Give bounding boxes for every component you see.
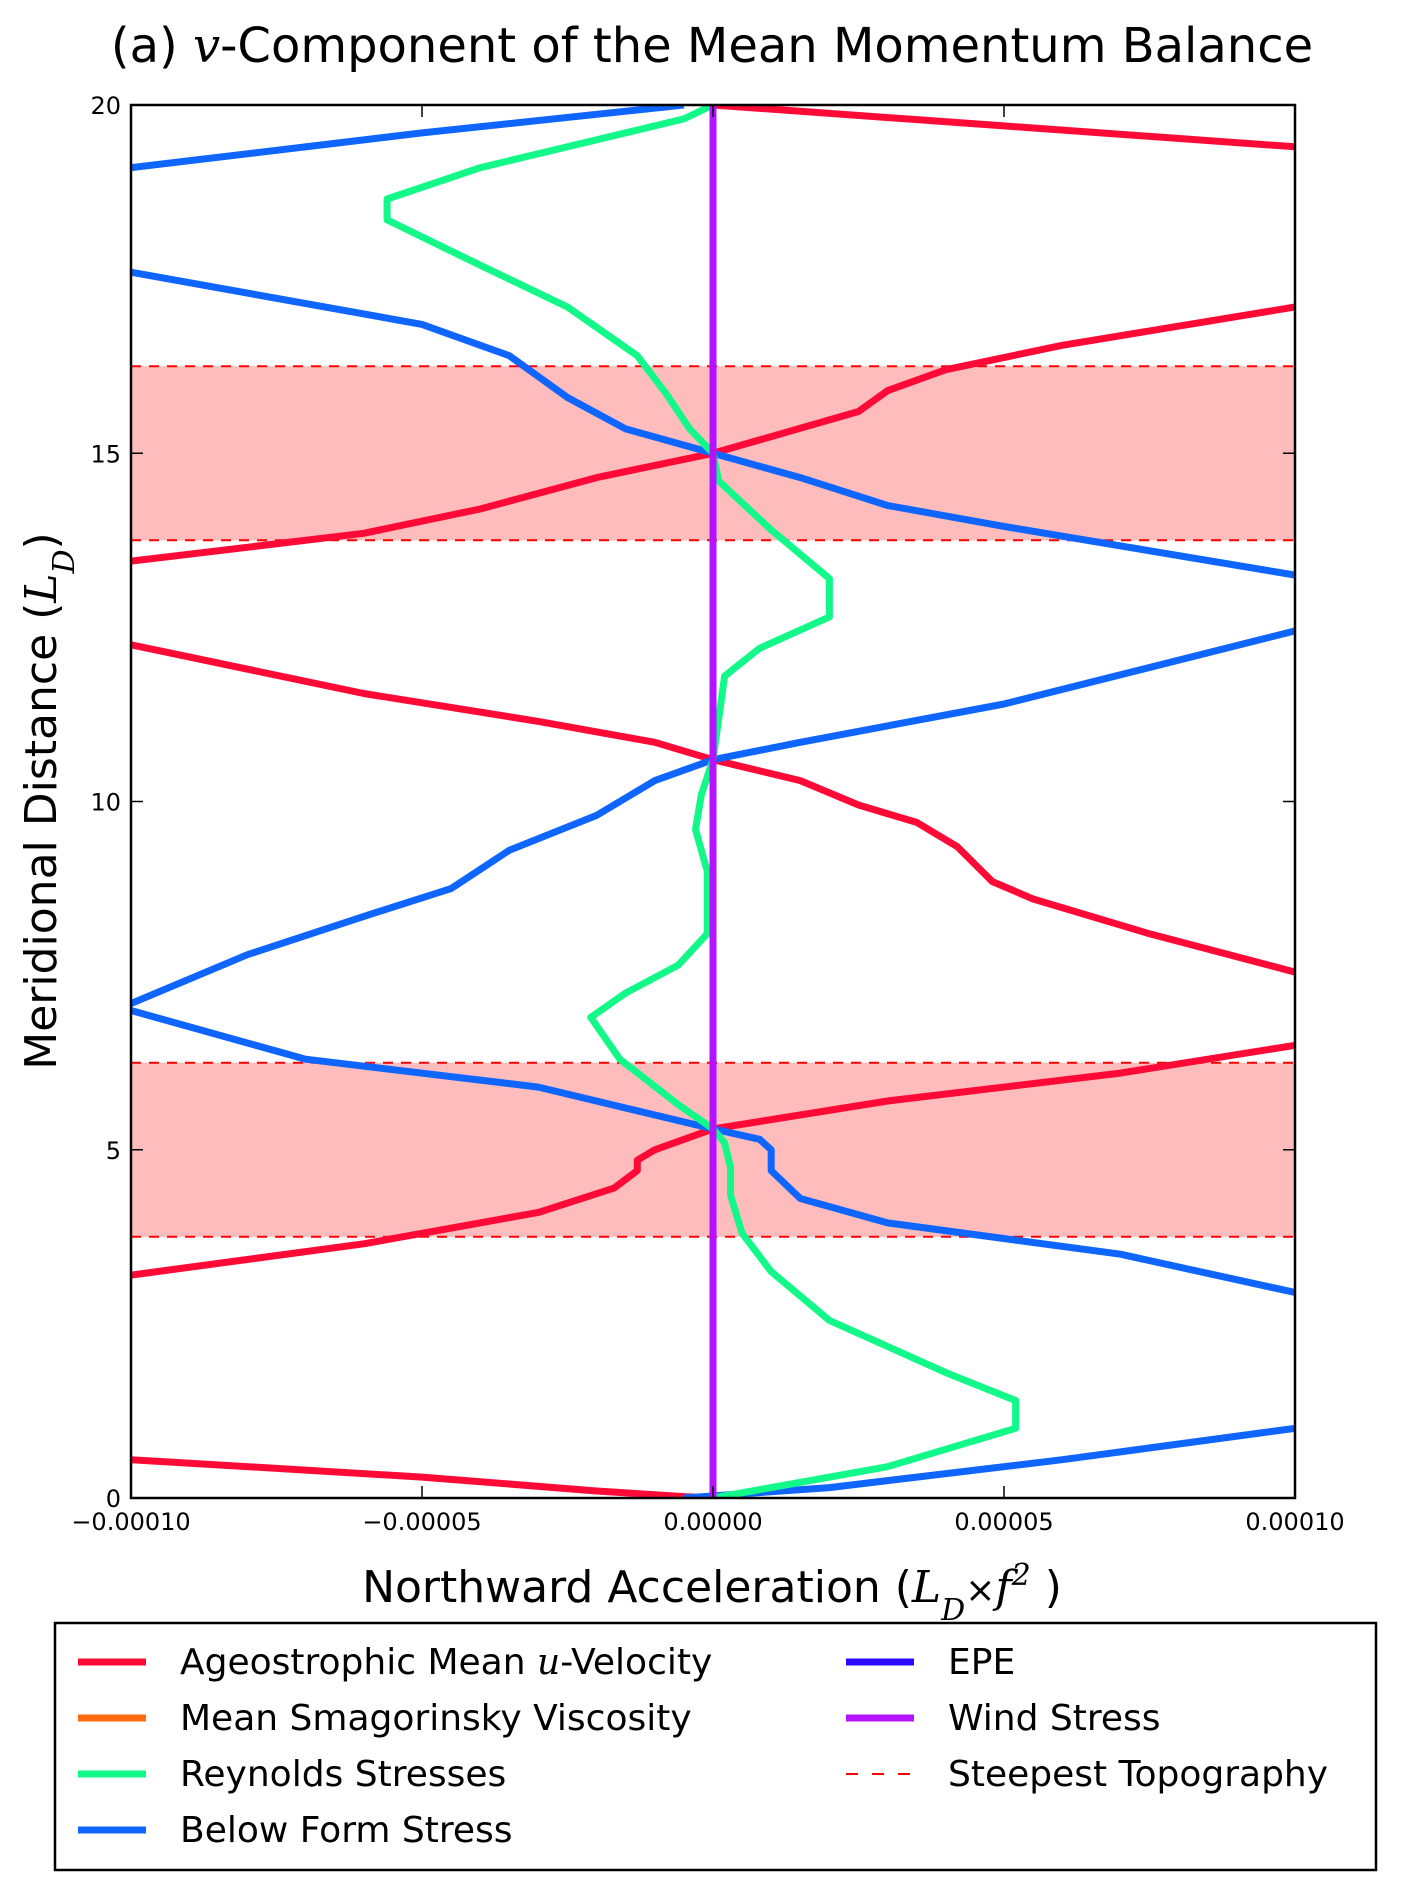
legend: Ageostrophic Mean u-Velocity Mean Smagori… (53, 1621, 1378, 1872)
y-tick-label: 5 (106, 1137, 121, 1165)
series-reynolds-stresses (383, 105, 1020, 1498)
line-ageostrophic-mean-u-velocity-3 (131, 303, 1295, 565)
legend-box (53, 1621, 1378, 1872)
y-axis-label-text: Meridional Distance (LD) (16, 532, 82, 1069)
line-below-form-stress-2 (131, 627, 1295, 1007)
line-below-form-stress-0 (131, 105, 685, 172)
x-tick-label: 0.00010 (1245, 1508, 1344, 1536)
line-ageostrophic-mean-u-velocity-4 (712, 105, 1295, 151)
legend-item-wind-stress: Wind Stress (846, 1698, 1161, 1739)
x-tick-label: −0.00005 (362, 1508, 481, 1536)
series-lines (131, 105, 1295, 1498)
x-tick-label: 0.00000 (663, 1508, 762, 1536)
legend-item-ageostrophic-mean-u-velocity: Ageostrophic Mean u-Velocity (78, 1642, 712, 1683)
series-ageostrophic-mean-u-velocity (131, 105, 1295, 1498)
y-tick-label: 0 (106, 1485, 121, 1513)
x-axis-label: Northward Acceleration (LD×f2 ) (362, 1558, 1062, 1628)
line-ageostrophic-mean-u-velocity-1 (131, 1041, 1295, 1279)
x-tick-label: −0.00010 (71, 1508, 190, 1536)
x-axis-ticks: −0.00010 −0.00005 0.00000 0.00005 0.00010 (71, 105, 1345, 1536)
legend-label: Reynolds Stresses (180, 1754, 506, 1795)
y-tick-label: 10 (90, 789, 121, 817)
chart-title-text: (a) v-Component of the Mean Momentum Bal… (111, 18, 1313, 74)
x-tick-label: 0.00005 (954, 1508, 1053, 1536)
legend-item-reynolds-stresses: Reynolds Stresses (78, 1754, 506, 1795)
y-tick-label: 15 (90, 440, 121, 468)
legend-item-epe: EPE (846, 1642, 1015, 1683)
legend-label: Steepest Topography (948, 1754, 1328, 1795)
y-tick-label: 20 (90, 92, 121, 120)
legend-item-steepest-topography: Steepest Topography (846, 1754, 1328, 1795)
line-below-form-stress-3 (131, 1007, 1295, 1296)
y-axis-ticks: 0 5 10 15 20 (90, 92, 1295, 1513)
line-below-form-stress-1 (131, 268, 1295, 579)
y-axis-label: Meridional Distance (LD) (16, 532, 82, 1069)
line-reynolds-stresses-0 (383, 105, 1020, 1498)
legend-label: Mean Smagorinsky Viscosity (180, 1698, 692, 1739)
legend-label: EPE (948, 1642, 1015, 1683)
legend-item-below-form-stress: Below Form Stress (78, 1810, 513, 1851)
legend-label: Ageostrophic Mean u-Velocity (180, 1642, 712, 1683)
legend-label: Wind Stress (948, 1698, 1161, 1739)
legend-label: Below Form Stress (180, 1810, 513, 1851)
legend-item-mean-smagorinsky-viscosity: Mean Smagorinsky Viscosity (78, 1698, 692, 1739)
line-ageostrophic-mean-u-velocity-2 (131, 641, 1295, 976)
chart-title: (a) v-Component of the Mean Momentum Bal… (111, 18, 1313, 74)
x-axis-label-text: Northward Acceleration (LD×f2 ) (362, 1558, 1062, 1628)
